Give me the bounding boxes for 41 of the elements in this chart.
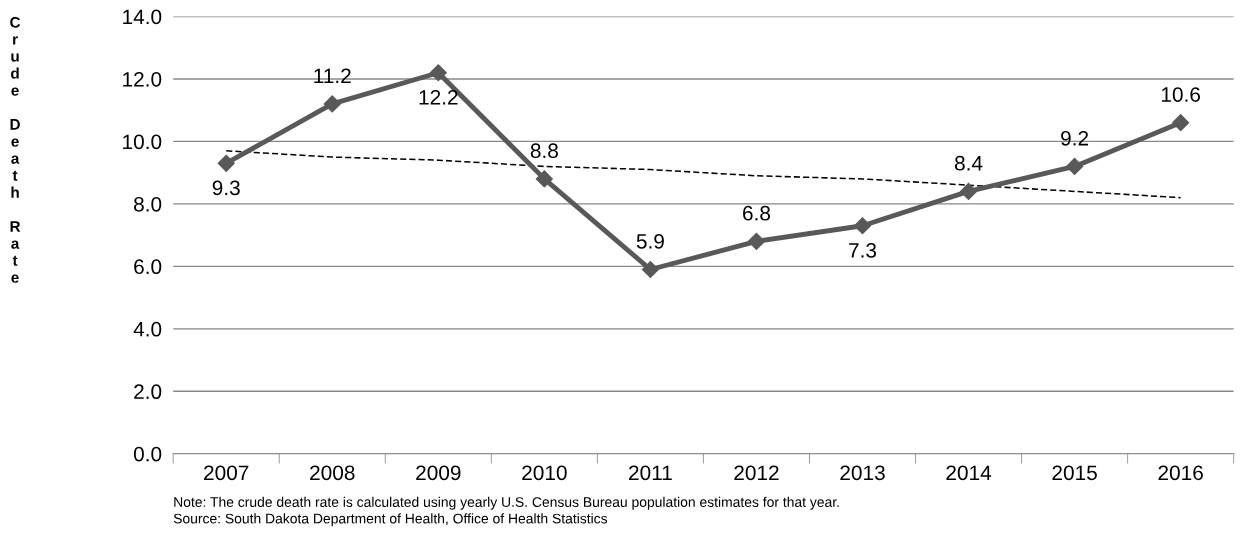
point (641, 260, 659, 279)
data-label: 5.9 (636, 233, 664, 249)
x-tick-label: 2011 (629, 465, 672, 481)
x-tick-label: 2010 (522, 465, 567, 481)
y-tick-label: 0.0 (133, 446, 162, 462)
text: Crude Death Rate (10, 16, 21, 283)
point (535, 170, 553, 188)
data-label: 12.2 (419, 89, 458, 105)
point (323, 95, 341, 113)
x-tick-label: 2014 (946, 465, 992, 481)
point (217, 154, 235, 172)
data-label: 8.4 (954, 155, 983, 171)
y-tick-label: 8.0 (134, 196, 162, 212)
data-label: 7.3 (849, 242, 877, 258)
x-tick-label: 2016 (1158, 465, 1203, 481)
point (747, 232, 766, 250)
data-label: 8.8 (530, 143, 558, 159)
x-tick-label: 2008 (310, 465, 355, 481)
data-label: 9.2 (1061, 130, 1089, 146)
y-tick-label: 12.0 (123, 71, 162, 87)
data-label: 6.8 (743, 205, 771, 221)
y-tick-label: 10.0 (123, 134, 162, 150)
data-label: 10.6 (1161, 87, 1200, 102)
y-tick-label: 4.0 (133, 321, 162, 337)
y-tick-label: 14.0 (123, 9, 162, 25)
text: Note: The crude death rate is calculated using yearly U.S. Census Bureau population estimates for that year. (174, 496, 839, 510)
data-label: 11.2 (314, 68, 351, 83)
point (1172, 114, 1190, 132)
point (1066, 157, 1084, 175)
source-note: Source: South Dakota Department of Health, Office of Health Statistics (173, 513, 608, 527)
x-tick-label: 2012 (734, 465, 779, 481)
point (853, 217, 872, 235)
x-tick-label: 2013 (840, 465, 885, 481)
x-tick-label: 2007 (204, 465, 249, 481)
point (959, 182, 978, 200)
point (429, 64, 447, 82)
y-tick-label: 6.0 (134, 259, 162, 275)
data-label: 9.3 (212, 180, 240, 196)
x-tick-label: 2009 (416, 465, 461, 481)
x-tick-label: 2015 (1052, 465, 1097, 481)
y-tick-label: 2.0 (134, 384, 162, 400)
